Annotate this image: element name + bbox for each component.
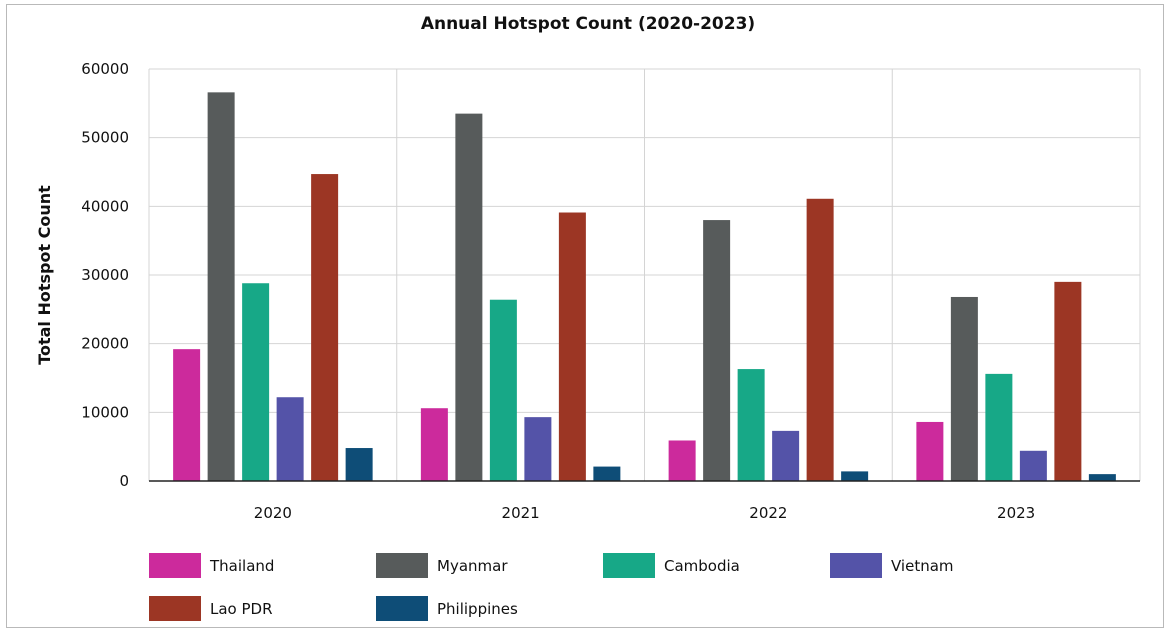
bar-vietnam-2020: [276, 397, 304, 481]
legend-swatch-cambodia: [603, 553, 655, 578]
bar-philippines-2020: [345, 448, 373, 481]
bar-philippines-2022: [841, 471, 869, 481]
bar-vietnam-2021: [524, 417, 552, 481]
legend-label-thailand: Thailand: [209, 557, 274, 575]
bar-lao-pdr-2023: [1054, 281, 1082, 481]
legend-swatch-vietnam: [830, 553, 882, 578]
y-tick-label: 30000: [81, 266, 129, 284]
legend-label-vietnam: Vietnam: [891, 557, 954, 575]
y-tick-label: 50000: [81, 129, 129, 147]
x-tick-label: 2023: [997, 504, 1035, 522]
bar-cambodia-2022: [737, 369, 765, 481]
legend-label-lao-pdr: Lao PDR: [210, 600, 273, 618]
bar-cambodia-2021: [489, 299, 517, 481]
bar-lao-pdr-2021: [558, 212, 586, 481]
legend: Thailand Myanmar Cambodia Vietnam Lao PDR Phi…: [149, 553, 954, 621]
legend-label-philippines: Philippines: [437, 600, 518, 618]
legend-label-myanmar: Myanmar: [437, 557, 508, 575]
axes: 0 10000 20000 30000 40000 50000 60000 2020 2021 2…: [81, 60, 1140, 522]
bar-lao-pdr-2022: [806, 198, 834, 481]
bar-philippines-2021: [593, 466, 621, 481]
x-tick-label: 2022: [749, 504, 787, 522]
bars: [173, 92, 1116, 482]
bar-vietnam-2022: [772, 430, 800, 481]
legend-swatch-myanmar: [376, 553, 428, 578]
bar-philippines-2023: [1088, 474, 1116, 481]
bar-myanmar-2022: [703, 220, 731, 482]
bar-vietnam-2023: [1019, 450, 1047, 481]
y-tick-label: 20000: [81, 335, 129, 353]
bar-myanmar-2023: [950, 296, 978, 481]
bar-cambodia-2020: [242, 283, 270, 481]
y-tick-label: 60000: [81, 60, 129, 78]
bar-lao-pdr-2020: [311, 174, 339, 481]
legend-swatch-philippines: [376, 596, 428, 621]
bar-thailand-2023: [916, 421, 944, 481]
bar-cambodia-2023: [985, 373, 1013, 481]
y-tick-label: 0: [119, 472, 129, 490]
legend-swatch-thailand: [149, 553, 201, 578]
chart-title: Annual Hotspot Count (2020-2023): [421, 14, 755, 34]
bar-thailand-2021: [420, 408, 448, 481]
x-tick-label: 2021: [502, 504, 540, 522]
legend-label-cambodia: Cambodia: [664, 557, 740, 575]
bar-myanmar-2021: [455, 113, 483, 481]
bar-thailand-2020: [173, 349, 201, 481]
y-axis-label: Total Hotspot Count: [35, 185, 54, 365]
bar-myanmar-2020: [207, 92, 235, 481]
x-tick-label: 2020: [254, 504, 292, 522]
legend-swatch-lao-pdr: [149, 596, 201, 621]
y-tick-label: 40000: [81, 197, 129, 215]
bar-thailand-2022: [668, 440, 696, 481]
y-tick-label: 10000: [81, 403, 129, 421]
